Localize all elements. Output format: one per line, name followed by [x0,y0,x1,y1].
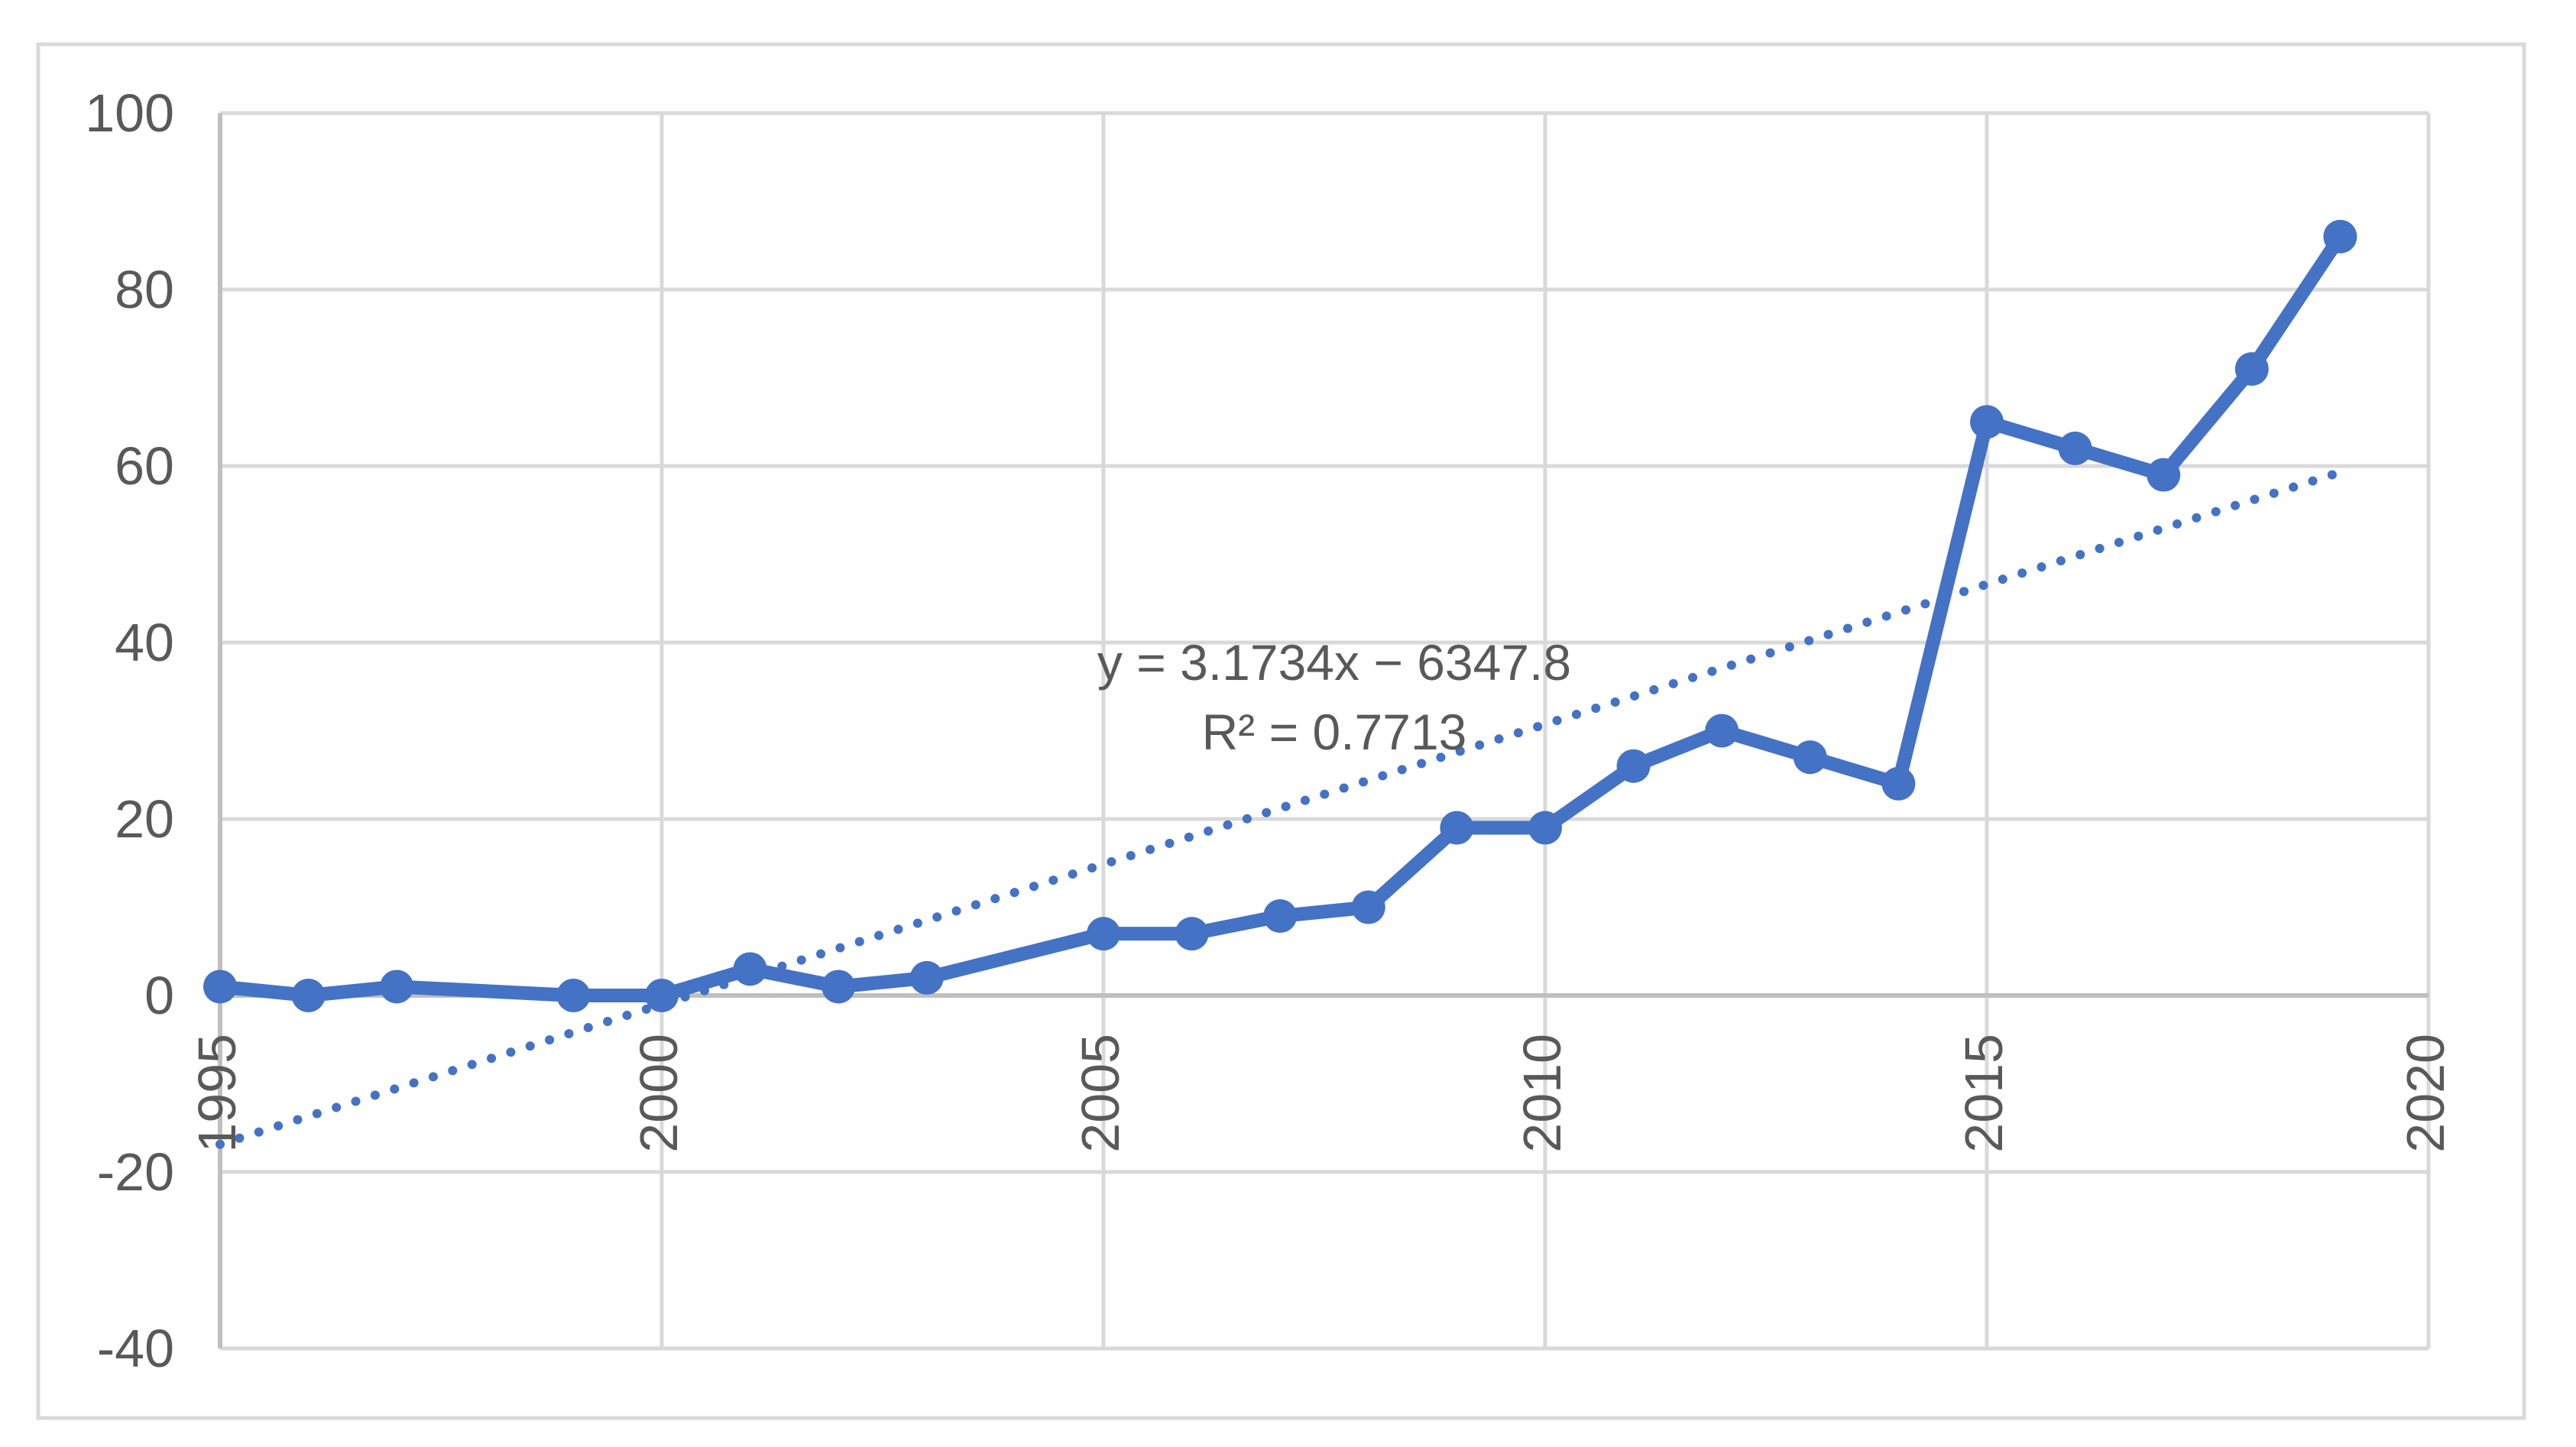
marker-2007 [1263,899,1298,934]
marker-2005 [1087,917,1120,951]
marker-2011 [1616,749,1651,783]
x-tick-label-2020: 2020 [2396,1034,2455,1153]
y-tick-label--20: -20 [97,1142,174,1202]
marker-2013 [1793,740,1827,775]
marker-1996 [291,979,326,1012]
data-series [203,219,2357,1012]
trendline-equation: y = 3.1734x − 6347.8 [1097,634,1571,691]
trendline-dotted [215,468,2345,1149]
y-tick-label-60: 60 [115,436,174,496]
y-tick-label-100: 100 [85,83,174,143]
marker-2001 [733,952,767,986]
marker-2015 [1970,405,2004,439]
marker-1995 [203,970,237,1004]
y-tick-label--40: -40 [97,1319,174,1378]
marker-2017 [2147,458,2181,492]
x-tick-label-2005: 2005 [1071,1034,1130,1153]
marker-1997 [380,970,414,1004]
marker-2006 [1175,917,1209,951]
y-tick-label-80: 80 [115,260,174,319]
marker-2016 [2058,431,2092,465]
marker-2012 [1705,714,1739,748]
chart-border [36,42,2526,1420]
series-line [213,229,2348,1002]
axis-tick-labels: 100 80 60 40 20 0 -20 -40 1995 2000 2005 2010 2015 20… [85,83,2455,1378]
y-tick-label-20: 20 [115,789,174,849]
marker-2009 [1440,811,1474,845]
y-tick-label-40: 40 [115,613,174,672]
marker-2002 [821,970,856,1004]
marker-2008 [1351,890,1385,924]
marker-2010 [1528,811,1562,845]
trendline-r-squared: R² = 0.7713 [1202,704,1467,760]
x-tick-label-2015: 2015 [1954,1034,2014,1153]
marker-2014 [1881,766,1916,801]
marker-2019 [2323,219,2357,254]
marker-2000 [645,979,679,1012]
x-tick-label-2000: 2000 [629,1034,689,1153]
x-tick-label-2010: 2010 [1512,1034,1572,1153]
marker-2018 [2234,351,2269,386]
y-tick-label-0: 0 [144,966,174,1025]
x-tick-label-1995: 1995 [187,1034,247,1153]
trendline [215,468,2345,1149]
marker-1999 [556,979,591,1012]
marker-2003 [909,960,944,995]
